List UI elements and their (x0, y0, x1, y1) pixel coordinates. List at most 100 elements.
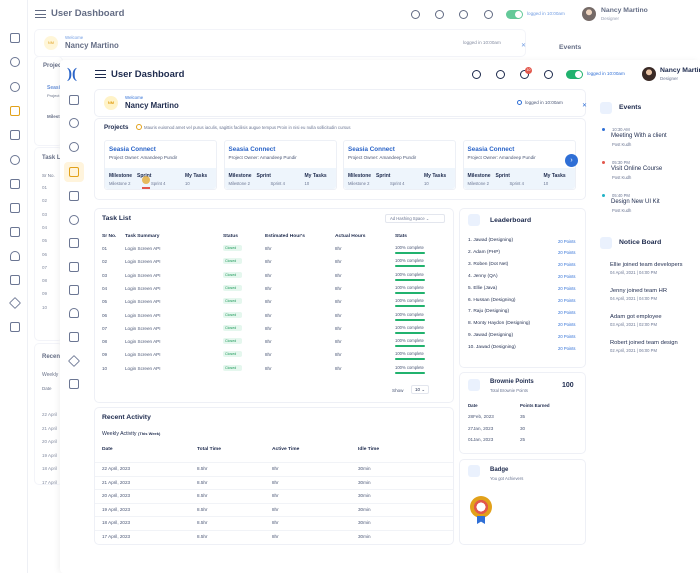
status-badge: Closed (223, 298, 242, 305)
team-icon[interactable] (10, 155, 20, 165)
user-name[interactable]: Nancy Martino (660, 67, 700, 74)
status-badge: Closed (223, 258, 242, 265)
task-summary: Login Screen API (125, 259, 161, 265)
medal-ribbon-icon (477, 516, 485, 524)
user-add-icon[interactable] (10, 57, 20, 67)
milestone-value: Milestone 2 (348, 181, 370, 186)
ghost-gear-icon (435, 10, 444, 19)
briefcase-icon[interactable] (10, 106, 20, 116)
event-title[interactable]: Meeting With a client (611, 133, 667, 139)
actual-hours: 8hr (335, 272, 342, 278)
bell-icon[interactable] (520, 70, 529, 79)
ghost-welcome-name: Nancy Martino (65, 41, 119, 50)
activity-total: 8.5hr (197, 506, 208, 512)
task-col-header: Actual Hours (335, 234, 366, 239)
message-icon[interactable] (10, 275, 20, 285)
project-card[interactable]: Seasia Connect Project Owner: Amandeep Pu… (462, 140, 576, 190)
calendar-icon[interactable] (69, 262, 79, 272)
project-name[interactable]: Seasia Connect (109, 146, 156, 153)
status-text: Closed (225, 299, 237, 304)
table-row[interactable]: 09 Login Screen API Closed 8hr 8hr 100% compl… (95, 351, 453, 363)
table-row: 20 April, 2023 8.5hr 8hr 30min (95, 489, 453, 499)
user-add-icon[interactable] (69, 118, 79, 128)
event-title[interactable]: Visit Online Course (611, 166, 663, 172)
achiever-medal-icon (470, 496, 492, 518)
progress-bar (395, 318, 425, 321)
leaderboard-points: 20 Points (558, 286, 576, 292)
notice-title-item[interactable]: Ellie joined team developers (610, 262, 683, 268)
event-title[interactable]: Design New UI Kit (611, 199, 660, 205)
progress-fill (395, 345, 425, 348)
team-icon[interactable] (69, 215, 79, 225)
project-card[interactable]: Seasia Connect Project Owner: Amandeep Pu… (104, 140, 217, 190)
monitor-icon[interactable] (10, 179, 20, 189)
message-icon[interactable] (69, 332, 79, 342)
status-toggle[interactable] (566, 70, 583, 79)
table-row[interactable]: 06 Login Screen API Closed 8hr 8hr 100% compl… (95, 311, 453, 324)
page-size-select[interactable]: 10 ⌄ (411, 385, 429, 394)
project-name[interactable]: Seasia Connect (348, 146, 395, 153)
leaderboard-title: Leaderboard (490, 217, 532, 224)
estimated-hours: 8hr (265, 285, 272, 291)
gear-icon[interactable] (496, 70, 505, 79)
board-icon[interactable] (10, 130, 20, 140)
leaderboard-points: 20 Points (558, 333, 576, 339)
table-row: 18 April, 2023 8.5hr 8hr 30min (95, 516, 453, 526)
project-name[interactable]: Seasia Connect (228, 146, 276, 153)
status-text: Closed (225, 246, 237, 250)
event-dot (602, 161, 605, 164)
project-card[interactable]: Seasia Connect Project Owner: Amandeep Pu… (343, 140, 456, 190)
actual-hours: 8hr (335, 246, 342, 251)
project-owner: Project Owner: Amandeep Pundir (348, 155, 417, 160)
table-row[interactable]: 02 Login Screen API Closed 8hr 8hr 100% compl… (95, 258, 453, 270)
project-name[interactable]: Seasia Connect (467, 146, 515, 153)
table-row[interactable]: 01 Login Screen API Closed 8hr 8hr 100% compl… (95, 245, 453, 257)
board-icon[interactable] (69, 191, 79, 201)
user-icon[interactable] (69, 142, 79, 152)
table-row[interactable]: 03 Login Screen API Closed 8hr 8hr 100% compl… (95, 271, 453, 284)
hamburger-icon[interactable] (95, 70, 106, 81)
progress-bar (395, 278, 425, 281)
activity-idle: 30min (358, 520, 371, 525)
calendar-icon[interactable] (10, 203, 20, 213)
building-icon[interactable] (69, 379, 79, 389)
brownie-date: 01Jan, 2023 (468, 437, 494, 442)
alert-icon[interactable] (8, 296, 22, 310)
search-icon[interactable] (472, 70, 481, 79)
building-icon[interactable] (10, 322, 20, 332)
ghost-avatar (582, 7, 596, 21)
close-icon[interactable]: ✕ (582, 103, 588, 109)
dashboard-icon[interactable] (10, 33, 20, 43)
task-filter-select[interactable]: Ad Hashing Space ⌄ (385, 214, 445, 223)
user-icon[interactable] (10, 82, 20, 92)
notice-title-item[interactable]: Adam got employee (610, 314, 662, 320)
leaderboard-name: 6. Hussan (Designing) (468, 297, 516, 303)
activity-total: 8.5hr (197, 479, 208, 485)
table-row[interactable]: 07 Login Screen API Closed 8hr 8hr 100% compl… (95, 324, 453, 337)
briefcase-icon[interactable] (69, 167, 79, 177)
activity-total: 8.5hr (197, 466, 208, 471)
table-row[interactable]: 04 Login Screen API Closed 8hr 8hr 100% compl… (95, 284, 453, 297)
carousel-next-button[interactable]: › (565, 154, 578, 167)
my-tasks-value: 10 (543, 181, 549, 186)
dashboard-icon[interactable] (69, 95, 79, 105)
bell-icon[interactable] (10, 251, 20, 261)
clipboard-icon[interactable] (69, 285, 79, 295)
table-row[interactable]: 05 Login Screen API Closed 8hr 8hr 100% compl… (95, 298, 453, 310)
leaderboard-name: 9. Jawad (Designing) (468, 333, 514, 339)
table-row[interactable]: 08 Login Screen API Closed 8hr 8hr 100% compl… (95, 338, 453, 350)
clipboard-icon[interactable] (10, 227, 20, 237)
status-badge: Closed (223, 271, 242, 278)
stats-text: 100% complete (395, 258, 424, 264)
bell-icon[interactable] (69, 308, 79, 318)
notice-title-item[interactable]: Robert joined team design (610, 340, 678, 346)
leaderboard-name: 7. Raju (Designing) (468, 309, 510, 315)
timer-icon[interactable] (544, 70, 553, 79)
alert-icon[interactable] (67, 354, 81, 368)
table-row[interactable]: 10 Login Screen API Closed 8hr 8hr 100% compl… (95, 364, 453, 377)
project-card[interactable]: Seasia Connect Project Owner: Amandeep Pu… (223, 140, 337, 190)
monitor-icon[interactable] (69, 238, 79, 248)
notice-title-item[interactable]: Jenny joined team HR (610, 288, 668, 294)
avatar[interactable] (642, 67, 656, 81)
task-col-header: Estimated Hour's (265, 234, 306, 239)
